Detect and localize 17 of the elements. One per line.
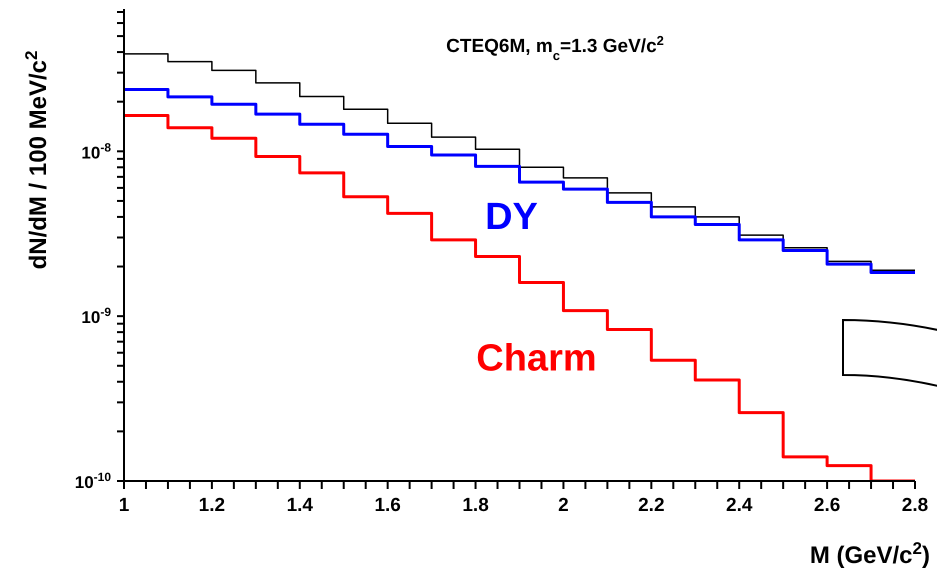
text: CTEQ6M, m$_{c}$=1.3 GeV/c$^{2}$ (446, 32, 664, 62)
x-tick-label: 1.6 (374, 495, 401, 516)
x-tick-label: 1.8 (462, 495, 489, 516)
x-tick-label: 2 (558, 495, 569, 516)
x-tick-label: 2.4 (726, 495, 753, 516)
x-tick-label: 1 (118, 495, 130, 516)
x-tick-label: 2.6 (814, 495, 840, 516)
series-label: Charm (476, 338, 597, 380)
y-tick-label: 10$^{-8}$ (81, 140, 112, 162)
y-tick-label: 10$^{-9}$ (81, 305, 112, 328)
x-tick-label: 1.2 (198, 495, 226, 516)
x-axis-title: M (GeV/c$^{2}$) (810, 538, 930, 569)
y-tick-label: 10$^{-10}$ (74, 470, 112, 492)
series-label: DY (485, 196, 538, 238)
x-tick-label: 2.2 (638, 495, 665, 516)
x-tick-label: 2.8 (902, 495, 928, 516)
x-tick-label: 1.4 (286, 495, 314, 516)
